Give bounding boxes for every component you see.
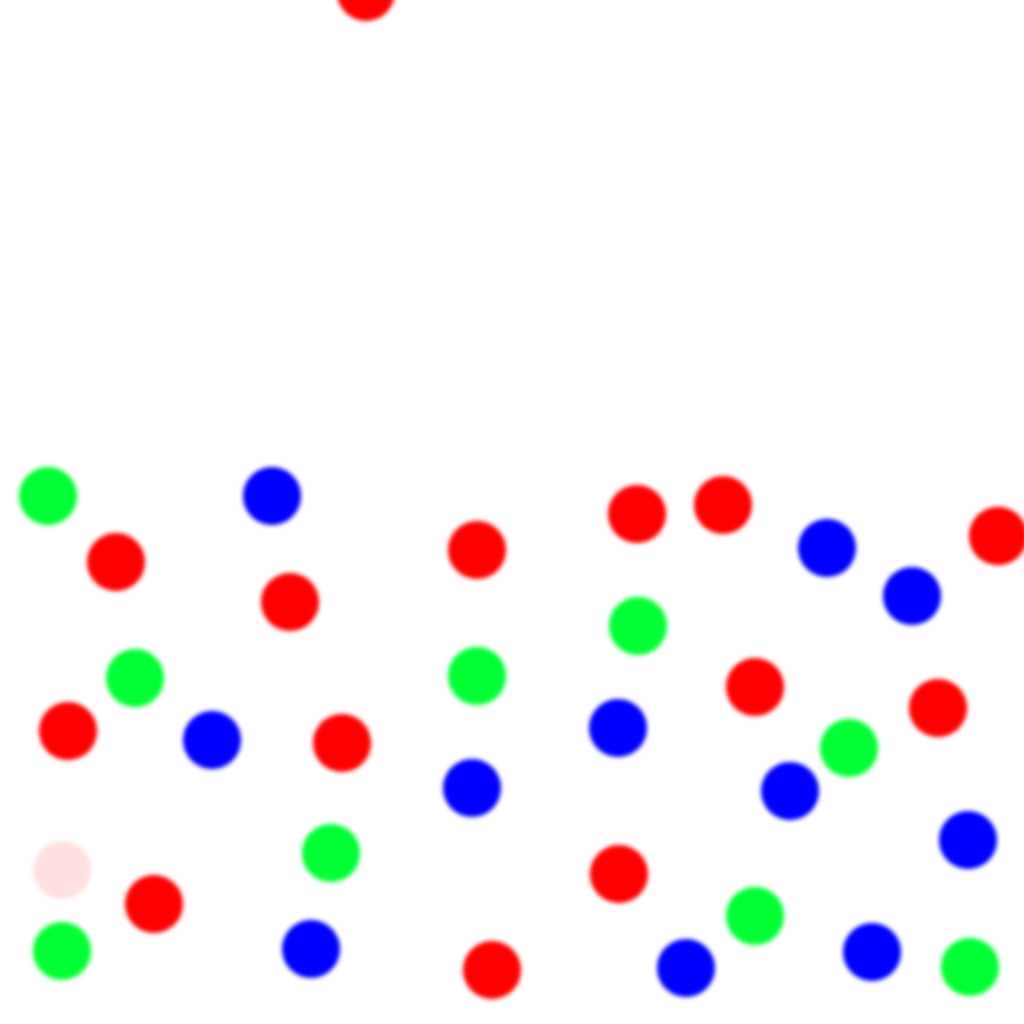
blue-ball[interactable] xyxy=(883,567,941,625)
red-ball[interactable] xyxy=(448,521,506,579)
red-ball[interactable] xyxy=(969,507,1024,565)
red-ball[interactable] xyxy=(261,573,319,631)
green-ball[interactable] xyxy=(106,649,164,707)
blue-ball[interactable] xyxy=(243,467,301,525)
red-ball[interactable] xyxy=(608,485,666,543)
blue-ball[interactable] xyxy=(282,920,340,978)
blue-ball[interactable] xyxy=(183,711,241,769)
blue-ball[interactable] xyxy=(761,762,819,820)
green-ball[interactable] xyxy=(726,887,784,945)
blue-ball[interactable] xyxy=(589,699,647,757)
red-ball[interactable] xyxy=(463,941,521,999)
green-ball[interactable] xyxy=(448,647,506,705)
red-ball[interactable] xyxy=(33,841,91,899)
red-ball[interactable] xyxy=(87,533,145,591)
red-ball[interactable] xyxy=(125,875,183,933)
red-ball[interactable] xyxy=(726,658,784,716)
red-ball[interactable] xyxy=(694,476,752,534)
red-ball[interactable] xyxy=(39,702,97,760)
red-ball[interactable] xyxy=(909,679,967,737)
red-ball[interactable] xyxy=(337,0,395,21)
green-ball[interactable] xyxy=(609,597,667,655)
blue-ball[interactable] xyxy=(798,519,856,577)
red-ball[interactable] xyxy=(590,845,648,903)
blue-ball[interactable] xyxy=(443,759,501,817)
blue-ball[interactable] xyxy=(939,811,997,869)
blue-ball[interactable] xyxy=(843,923,901,981)
red-ball[interactable] xyxy=(971,507,1024,565)
green-ball[interactable] xyxy=(33,922,91,980)
green-ball[interactable] xyxy=(302,824,360,882)
red-ball[interactable] xyxy=(313,714,371,772)
green-ball[interactable] xyxy=(19,467,77,525)
green-ball[interactable] xyxy=(941,938,999,996)
green-ball[interactable] xyxy=(820,719,878,777)
blue-ball[interactable] xyxy=(657,939,715,997)
